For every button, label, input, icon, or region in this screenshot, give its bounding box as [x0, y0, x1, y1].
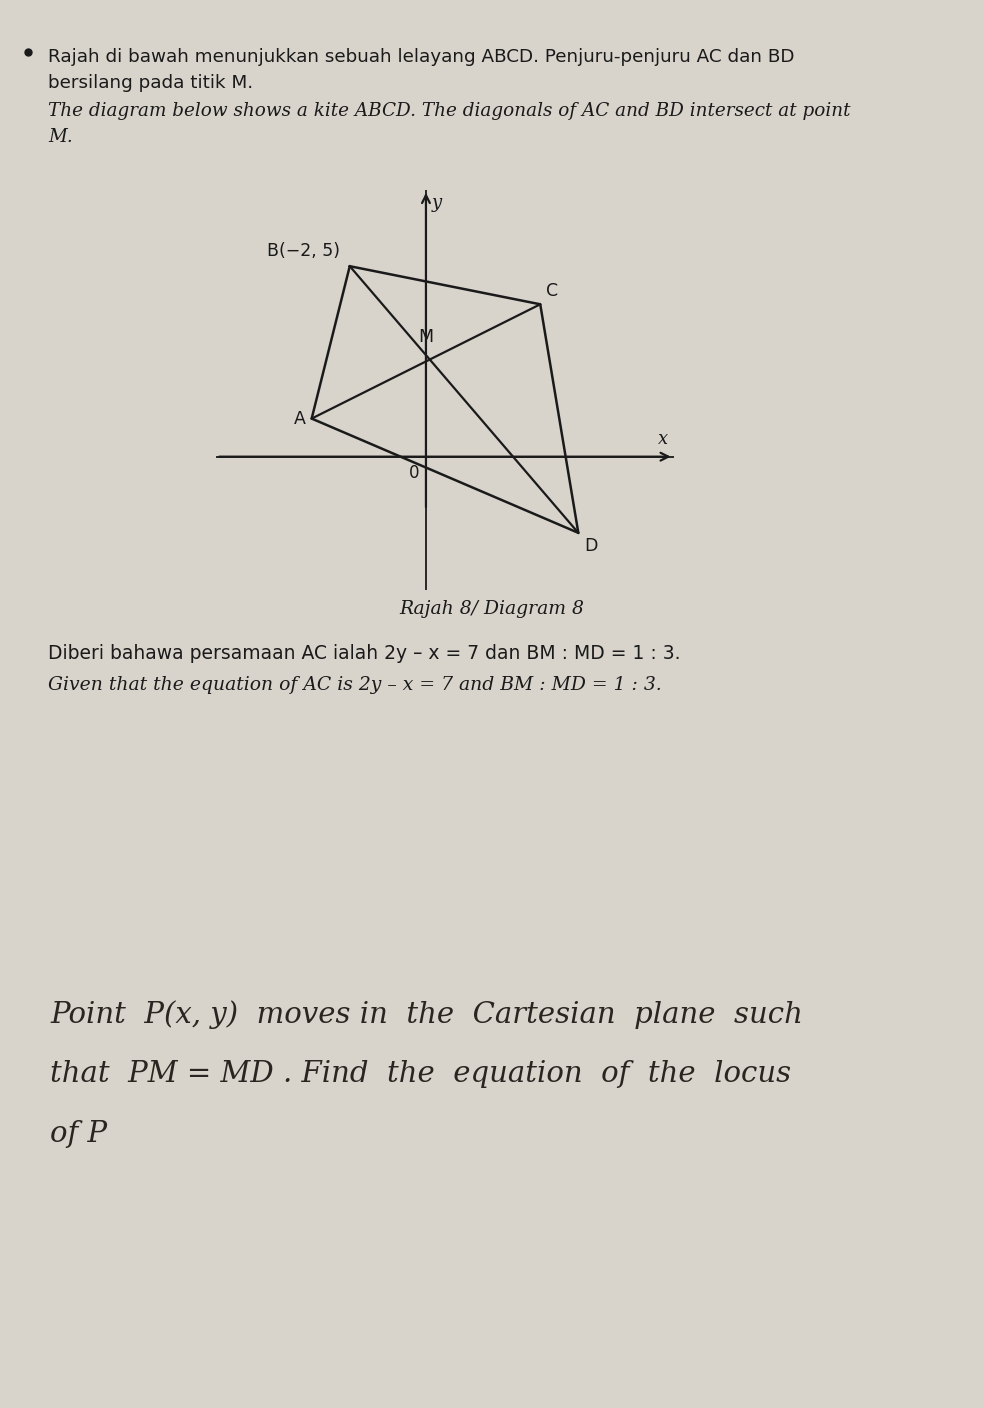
Text: M.: M.	[48, 128, 73, 146]
Text: B(−2, 5): B(−2, 5)	[268, 242, 340, 260]
Text: D: D	[584, 536, 597, 555]
Text: bersilang pada titik M.: bersilang pada titik M.	[48, 75, 253, 92]
Text: x: x	[657, 431, 668, 448]
Text: of P: of P	[50, 1119, 107, 1148]
Text: Rajah di bawah menunjukkan sebuah lelayang ABCD. Penjuru-penjuru AC dan BD: Rajah di bawah menunjukkan sebuah lelaya…	[48, 48, 794, 66]
Text: Point  P(x, y)  moves in  the  Cartesian  plane  such: Point P(x, y) moves in the Cartesian pla…	[50, 1000, 803, 1029]
Text: Rajah 8/ Diagram 8: Rajah 8/ Diagram 8	[400, 600, 584, 618]
Text: Given that the equation of AC is 2y – x = 7 and BM : MD = 1 : 3.: Given that the equation of AC is 2y – x …	[48, 676, 662, 694]
Text: Diberi bahawa persamaan AC ialah 2y – x = 7 dan BM : MD = 1 : 3.: Diberi bahawa persamaan AC ialah 2y – x …	[48, 643, 681, 663]
Text: The diagram below shows a kite ABCD. The diagonals of AC and BD intersect at poi: The diagram below shows a kite ABCD. The…	[48, 101, 850, 120]
Text: M: M	[418, 328, 434, 346]
Text: C: C	[546, 283, 558, 300]
Text: 0: 0	[408, 463, 419, 482]
Text: that  PM = MD . Find  the  equation  of  the  locus: that PM = MD . Find the equation of the …	[50, 1060, 791, 1088]
Text: A: A	[294, 410, 306, 428]
Text: y: y	[432, 194, 442, 211]
